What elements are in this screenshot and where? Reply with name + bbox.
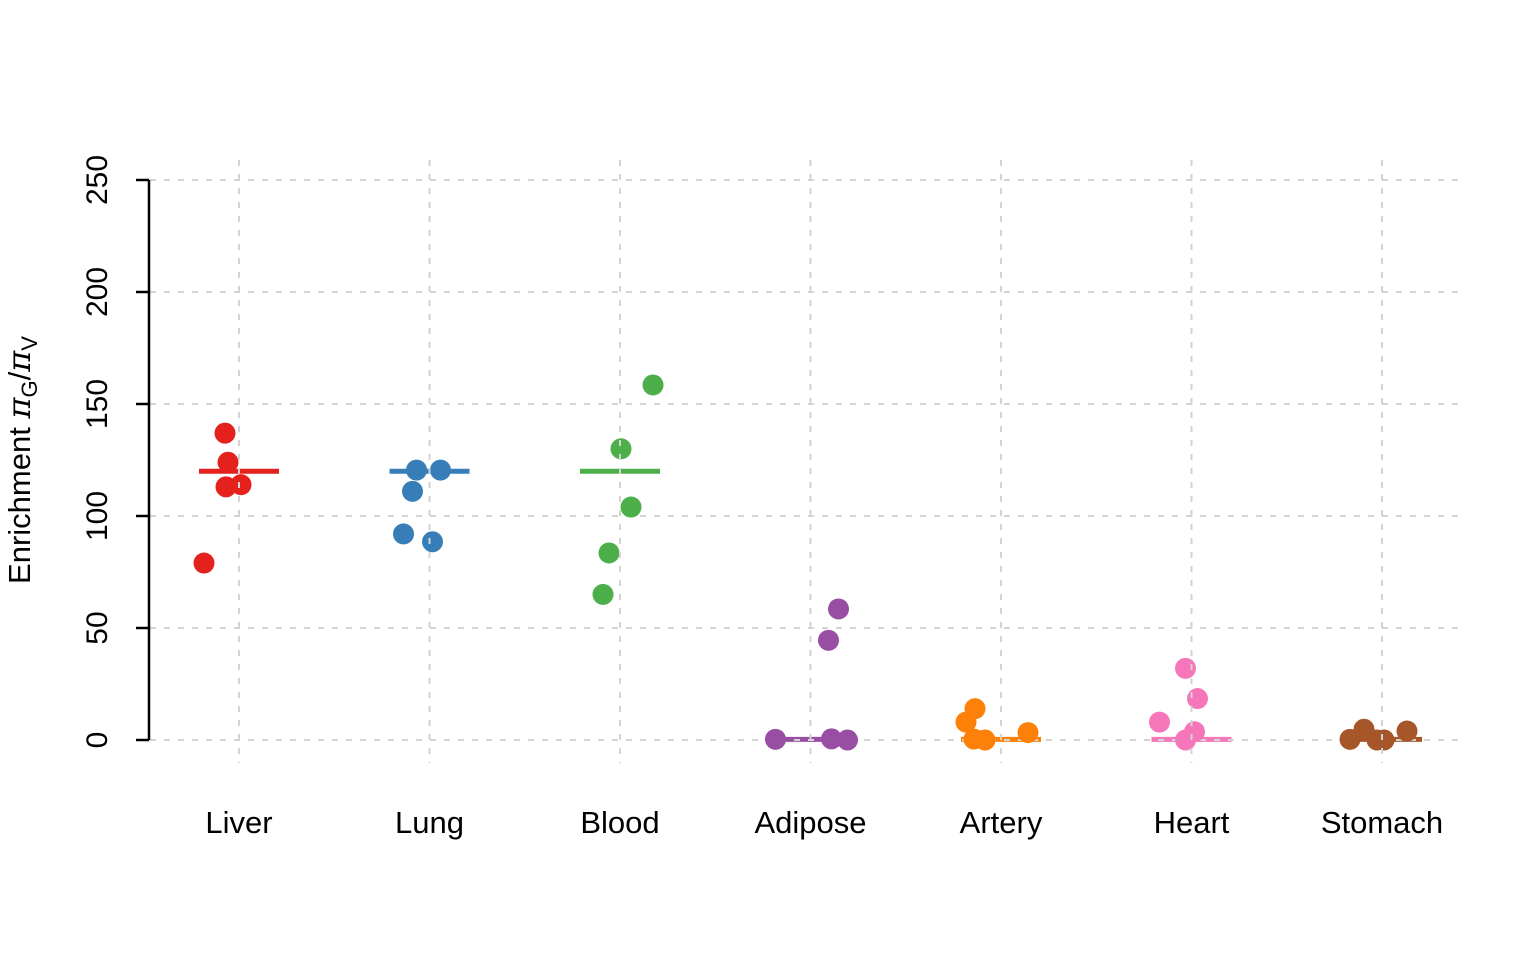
vertical-grid-layer xyxy=(238,160,1383,763)
data-point-lung xyxy=(422,531,443,553)
y-axis-layer xyxy=(136,178,151,742)
data-point-adipose xyxy=(837,729,858,751)
data-point-liver xyxy=(214,422,236,444)
data-point-heart xyxy=(1175,657,1196,679)
subscript-v: V xyxy=(17,336,42,351)
y-tick-label-50: 50 xyxy=(81,611,114,644)
data-point-blood xyxy=(598,542,620,564)
data-point-lung xyxy=(402,480,423,502)
category-label-stomach: Stomach xyxy=(1321,805,1443,840)
category-label-artery: Artery xyxy=(960,805,1043,840)
pi-symbol: π xyxy=(0,397,38,420)
category-label-blood: Blood xyxy=(580,805,659,840)
data-point-blood xyxy=(620,496,642,518)
subscript-g: G xyxy=(17,380,42,397)
data-point-adipose xyxy=(821,728,842,750)
y-tick-label-0: 0 xyxy=(81,732,114,749)
data-point-heart xyxy=(1149,711,1170,733)
horizontal-grid-layer xyxy=(150,179,1458,741)
data-point-heart xyxy=(1175,729,1196,751)
data-point-liver xyxy=(230,474,252,496)
category-label-heart: Heart xyxy=(1154,805,1230,840)
data-point-blood xyxy=(592,583,614,605)
data-point-heart xyxy=(1187,688,1208,710)
pi-symbol: π xyxy=(0,350,38,373)
data-point-liver xyxy=(193,552,215,574)
data-points-layer xyxy=(193,374,1418,751)
data-point-stomach xyxy=(1396,720,1418,742)
data-point-stomach xyxy=(1373,729,1395,751)
data-point-lung xyxy=(393,523,414,545)
data-point-artery xyxy=(1017,722,1039,744)
data-point-adipose xyxy=(818,629,839,651)
data-point-blood xyxy=(642,374,664,396)
category-label-liver: Liver xyxy=(205,805,272,840)
data-point-artery xyxy=(974,729,996,751)
data-point-adipose xyxy=(765,728,786,750)
data-point-adipose xyxy=(828,598,849,620)
y-tick-label-150: 150 xyxy=(81,379,114,429)
data-point-stomach xyxy=(1339,728,1361,750)
data-point-artery xyxy=(955,711,977,733)
text-layer: Enrichment πG/πV 0 50 100 150 200 250 Liver Lun… xyxy=(0,155,1443,840)
y-tick-label-250: 250 xyxy=(81,155,114,205)
y-tick-label-100: 100 xyxy=(81,491,114,541)
data-point-lung xyxy=(406,459,427,481)
category-label-adipose: Adipose xyxy=(754,805,866,840)
data-point-blood xyxy=(610,438,632,460)
y-tick-label-200: 200 xyxy=(81,267,114,317)
data-point-lung xyxy=(430,459,451,481)
y-axis-title: Enrichment πG/πV xyxy=(0,336,42,584)
category-label-lung: Lung xyxy=(395,805,464,840)
data-point-liver xyxy=(217,451,239,473)
